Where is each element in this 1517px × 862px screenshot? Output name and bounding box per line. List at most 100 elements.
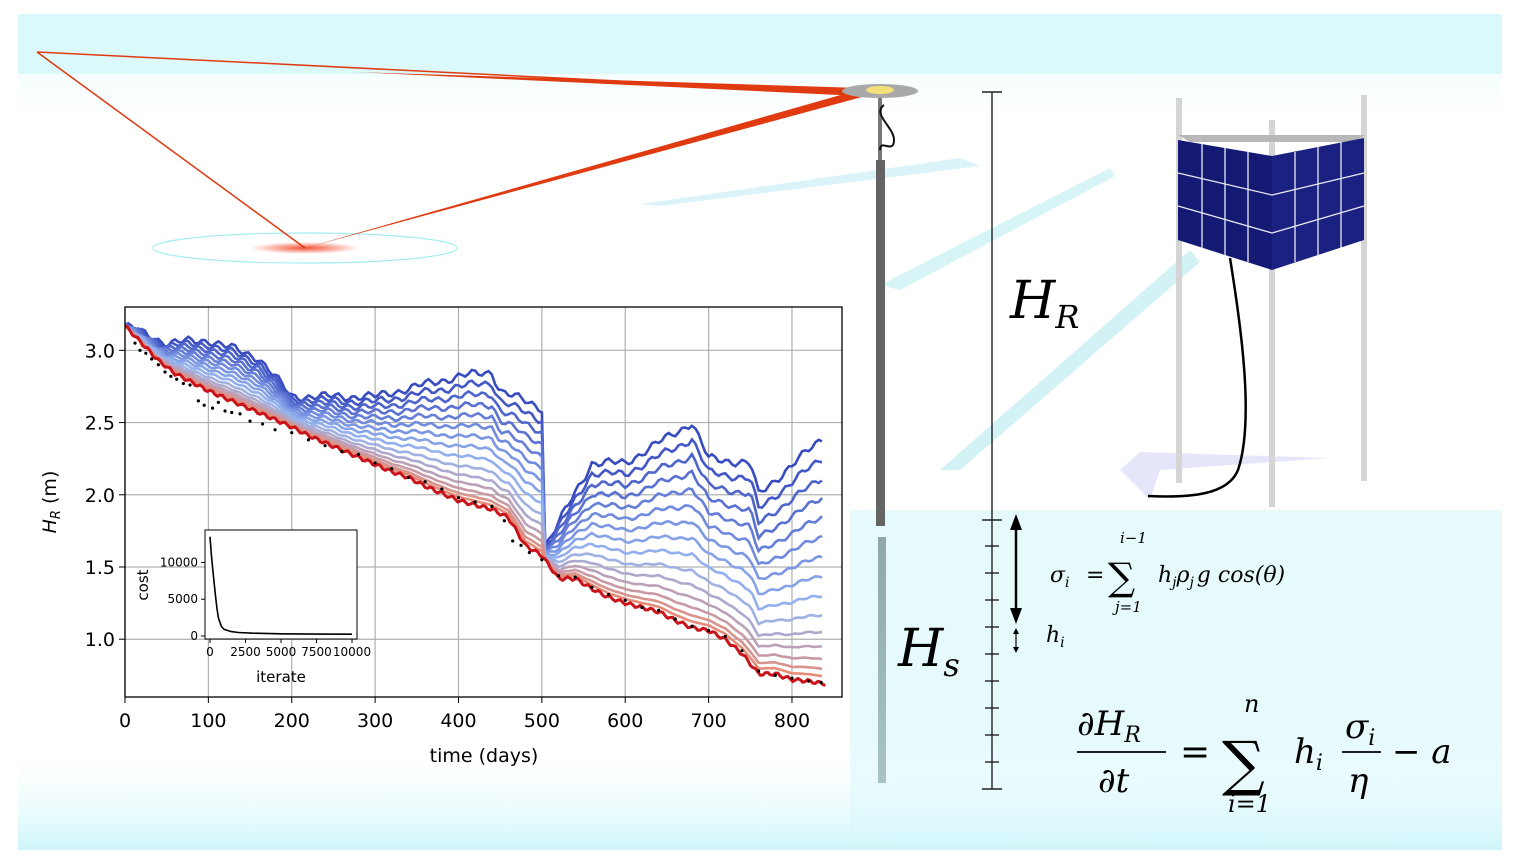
ensemble-line: [124, 322, 823, 551]
background: [18, 14, 1502, 850]
observation-point: [290, 431, 294, 435]
main-xtick-label: 500: [524, 710, 560, 732]
observation-point: [210, 406, 215, 410]
rate-equation: ∂HR ∂t = n ∑ i=1 hi σi η − a: [1077, 690, 1452, 818]
main-ytick-label: 1.5: [85, 557, 115, 579]
main-xtick-label: 400: [440, 710, 476, 732]
ensemble-line: [124, 325, 822, 649]
hi-label: hi: [1046, 623, 1065, 651]
observation-point: [740, 649, 744, 653]
observation-point: [260, 422, 265, 426]
ensemble-line: [124, 324, 824, 555]
laser-geometry: [36, 51, 862, 264]
main-xtick-label: 300: [357, 710, 393, 732]
inset-xlabel: iterate: [256, 668, 306, 686]
observation-point: [138, 348, 142, 352]
observation-point: [606, 592, 611, 597]
hs-label: Hs: [897, 619, 960, 684]
observation-point: [527, 550, 531, 555]
observation-point: [473, 500, 477, 504]
inset-ytick-label: 0: [190, 629, 198, 643]
main-ytick-label: 1.0: [85, 629, 115, 651]
hr-label: HR: [1009, 271, 1079, 336]
main-xtick-label: 100: [190, 710, 226, 732]
observation-point: [196, 399, 200, 403]
inset-ylabel: cost: [134, 569, 152, 600]
observation-point: [223, 409, 227, 413]
sigma-arrow: [1010, 514, 1022, 624]
observation-point: [306, 438, 311, 442]
ensemble-line: [124, 325, 823, 566]
observation-point: [690, 624, 694, 628]
observation-point: [150, 357, 154, 361]
svg-text:σi: σi: [1050, 563, 1070, 591]
observation-point: [707, 628, 711, 633]
svg-text:∂HR: ∂HR: [1077, 704, 1141, 748]
observation-point: [390, 467, 394, 471]
svg-text:− a: − a: [1392, 732, 1452, 772]
observation-point: [656, 608, 661, 612]
laser-beam-upper: [355, 72, 860, 96]
inset-ytick-label: 10000: [160, 555, 198, 569]
svg-text:=: =: [1180, 732, 1210, 773]
observation-point: [238, 412, 242, 416]
ensemble-line: [124, 324, 823, 581]
observation-point: [456, 496, 461, 500]
inset-xtick-label: 2500: [230, 645, 261, 659]
observation-point: [511, 539, 515, 543]
main-xtick-label: 700: [690, 710, 726, 732]
observation-point: [169, 374, 173, 378]
main-ytick-label: 2.0: [85, 485, 115, 507]
observation-point: [640, 605, 644, 610]
inset-xtick-label: 0: [206, 645, 214, 659]
svg-text:∑: ∑: [1108, 555, 1135, 599]
svg-text:=: =: [1086, 563, 1104, 588]
observation-point: [373, 461, 377, 465]
observation-point: [673, 617, 677, 621]
measurement-scale: [982, 91, 1002, 790]
observation-point: [757, 669, 761, 673]
ensemble-line: [124, 326, 823, 558]
observation-point: [773, 673, 777, 677]
inset-chart-bg: [205, 530, 357, 639]
inset-ytick-label: 5000: [167, 592, 198, 606]
main-ylabel: HR (m): [39, 471, 64, 534]
observation-point: [248, 419, 252, 423]
laser-beam-lower: [305, 90, 862, 248]
weather-station: [1147, 95, 1367, 507]
observation-point: [590, 585, 594, 589]
observation-point: [519, 543, 523, 547]
observation-point: [323, 444, 327, 448]
observation-point: [807, 679, 811, 683]
observation-point: [502, 519, 506, 523]
ensemble-line: [124, 322, 823, 551]
observation-point: [133, 341, 137, 345]
svg-text:∂t: ∂t: [1098, 761, 1130, 801]
inset-xtick-label: 5000: [266, 645, 297, 659]
observation-point: [202, 403, 206, 407]
main-ytick-label: 3.0: [85, 340, 115, 362]
inset-chart-plot-area: [209, 536, 353, 635]
observation-point: [723, 634, 727, 638]
main-xtick-label: 200: [274, 710, 310, 732]
observation-point: [163, 370, 167, 374]
svg-text:∑: ∑: [1222, 729, 1265, 799]
observation-point: [406, 475, 411, 480]
svg-text:i−1: i−1: [1120, 529, 1147, 547]
observation-point: [556, 574, 561, 578]
sigma-equation: σi = i−1 ∑ j=1 hjρj g cos(θ): [1050, 529, 1285, 616]
main-chart-ticks: 0 100 200 300 400 500 600 700 800 1.0 1.5 2.0 2.5 3.0: [85, 340, 810, 732]
observation-point: [490, 504, 494, 508]
main-chart-frame: [124, 306, 843, 698]
svg-text:η: η: [1348, 761, 1369, 801]
observation-point: [423, 480, 427, 484]
ensemble-line: [124, 321, 823, 548]
main-ytick-label: 2.5: [85, 413, 115, 435]
ablation-stake: [842, 84, 918, 783]
ensemble-line: [124, 323, 823, 596]
svg-text:j=1: j=1: [1112, 598, 1142, 616]
main-chart: 0 100 200 300 400 500 600 700 800 1.0 1.5 2.0 2.5 3.0…: [39, 306, 843, 767]
